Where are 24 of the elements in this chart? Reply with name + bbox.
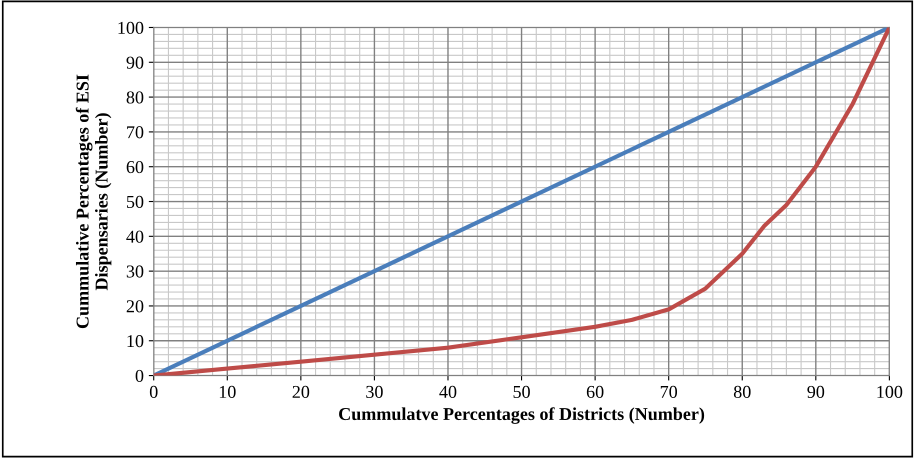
y-tick-label: 80 — [126, 91, 144, 104]
x-tick-label: 20 — [292, 386, 310, 398]
y-tick-label: 30 — [126, 265, 144, 278]
y-tick-label: 20 — [126, 300, 144, 312]
x-tick-label: 30 — [366, 386, 383, 398]
x-tick-label: 10 — [220, 386, 236, 398]
y-tick-label: 0 — [136, 370, 144, 382]
x-tick-label: 90 — [807, 386, 824, 398]
y-tick-label: 40 — [126, 230, 144, 243]
x-tick-label: 70 — [660, 386, 678, 398]
x-axis-title: Cummulatve Percentages of Districts (Number) — [339, 407, 704, 424]
y-axis-title: Cummulative Percentages of ESI Dispensaries (Number) — [76, 74, 112, 328]
y-tick-label: 50 — [126, 196, 144, 208]
x-tick-label: 100 — [877, 386, 902, 398]
x-tick-label: 50 — [514, 386, 530, 398]
y-tick-label: 10 — [128, 335, 144, 348]
y-tick-label: 90 — [126, 56, 144, 69]
x-tick-label: 0 — [150, 386, 158, 398]
y-tick-label: 70 — [127, 126, 144, 138]
x-tick-label: 60 — [586, 386, 604, 398]
y-tick-label: 60 — [126, 160, 144, 174]
x-tick-label: 40 — [439, 386, 456, 398]
x-tick-label: 80 — [734, 386, 751, 398]
y-tick-label: 100 — [118, 22, 144, 34]
